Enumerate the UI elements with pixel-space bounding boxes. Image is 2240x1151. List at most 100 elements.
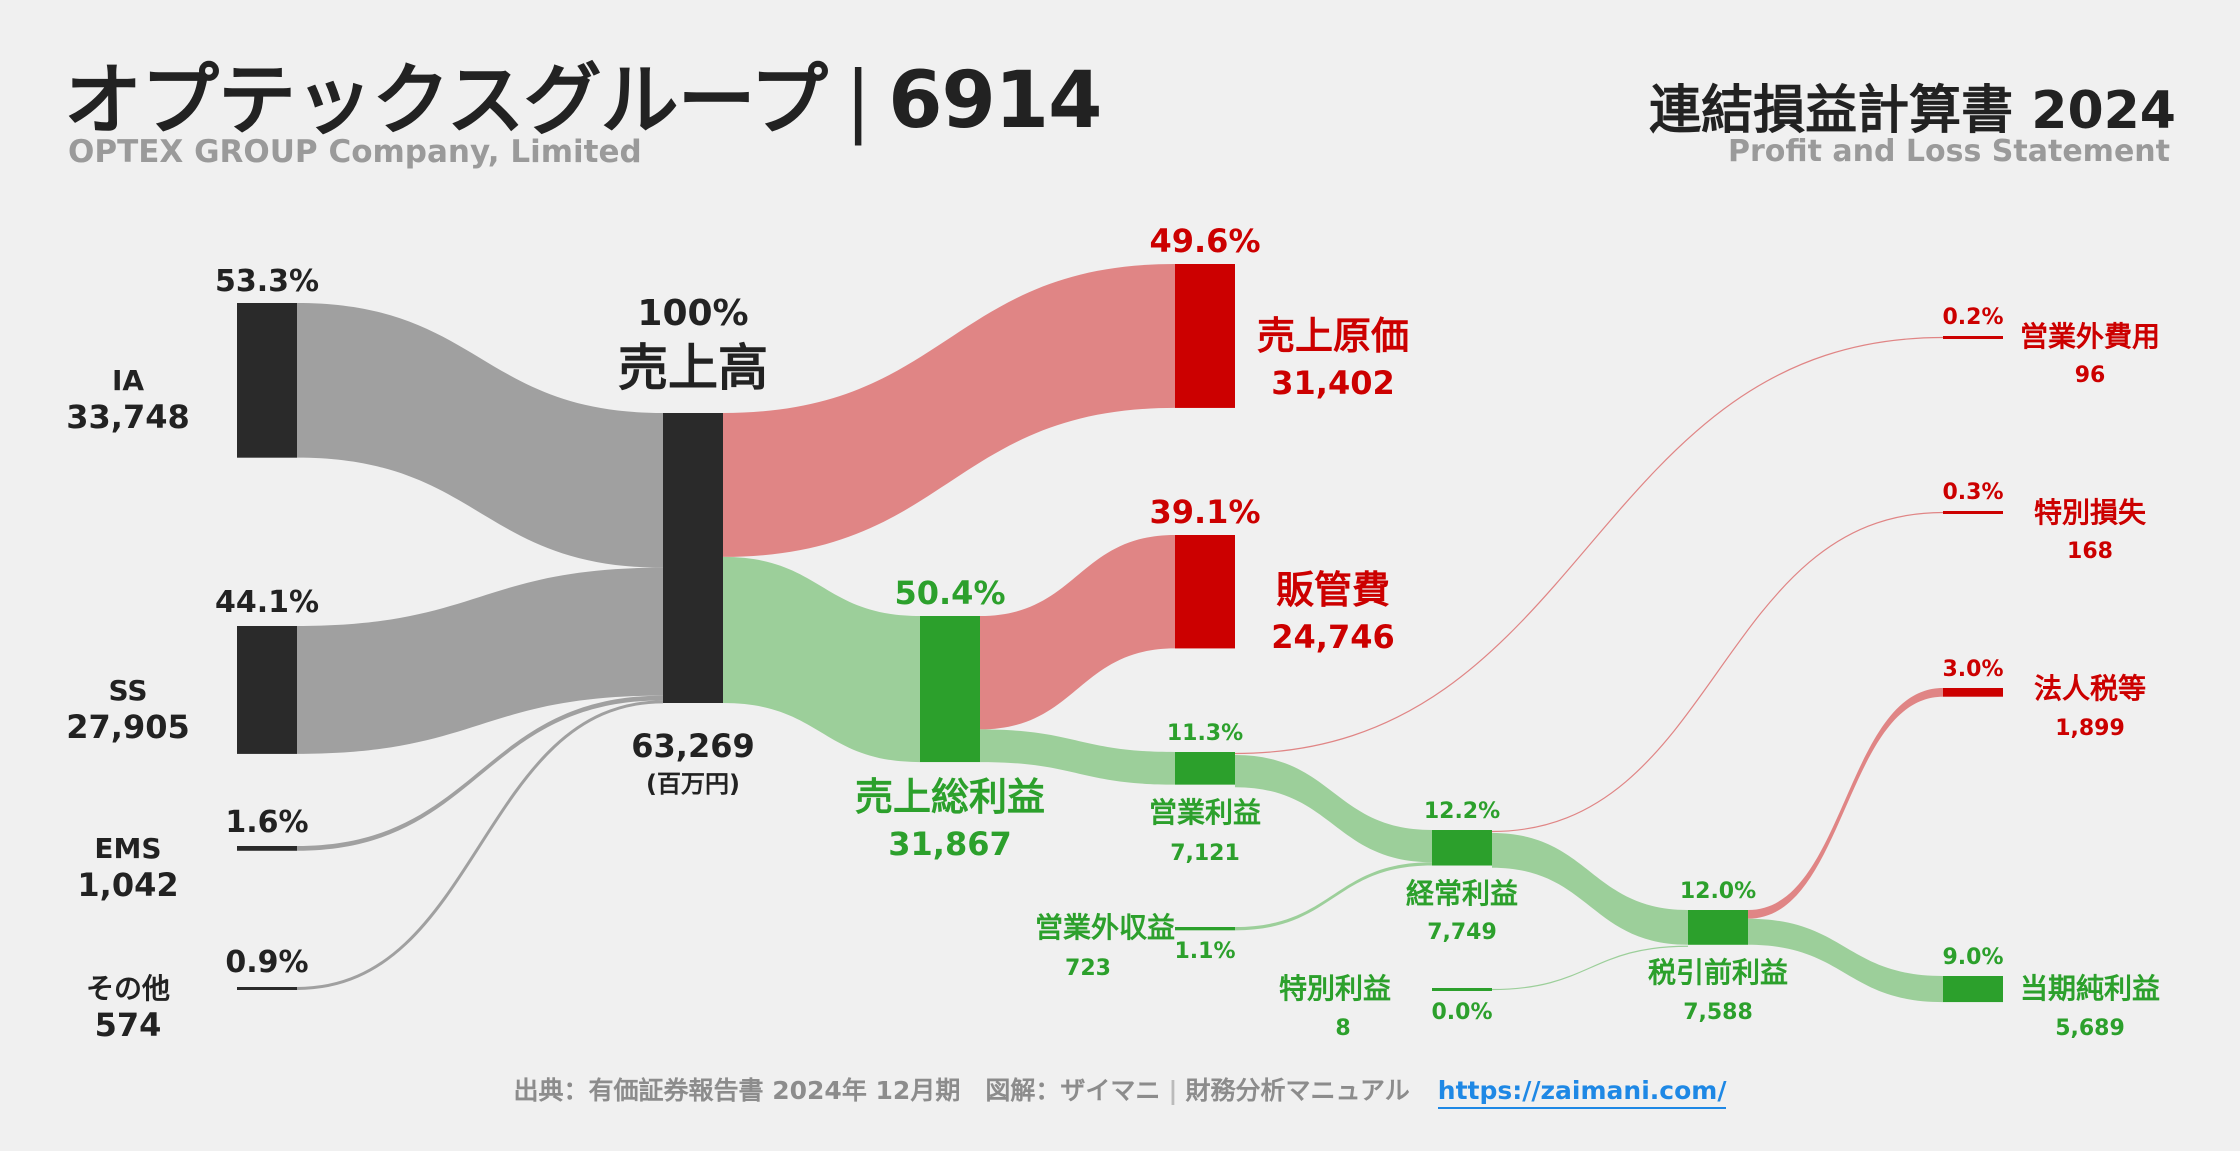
node-label-ia: IA xyxy=(112,364,144,397)
node-nonop_inc xyxy=(1175,927,1235,931)
node-label-ss: SS xyxy=(108,674,147,707)
flow-ext_gain-pretax xyxy=(1491,945,1689,991)
node-pretax xyxy=(1688,910,1748,945)
unit-label: (百万円) xyxy=(646,770,740,798)
pct-label-revenue: 100% xyxy=(637,293,748,334)
credit-separator: | xyxy=(1168,1076,1178,1105)
company-name-en: OPTEX GROUP Company, Limited xyxy=(68,134,642,170)
node-label-gross: 売上総利益 xyxy=(855,775,1045,819)
node-label-other: その他 xyxy=(86,972,170,1005)
pct-label-sga: 39.1% xyxy=(1149,493,1260,531)
flow-revenue-cogs xyxy=(723,264,1175,557)
ticker-code: 6914 xyxy=(888,56,1102,146)
pct-label-nonop_inc: 1.1% xyxy=(1174,939,1235,964)
value-label-net: 5,689 xyxy=(2055,1016,2125,1041)
pct-label-ia: 53.3% xyxy=(215,264,319,299)
value-label-op: 7,121 xyxy=(1170,841,1240,866)
page-title: オプテックスグループ | 6914 xyxy=(64,38,1102,150)
pct-label-ext_gain: 0.0% xyxy=(1431,1000,1492,1025)
site-link[interactable]: https://zaimani.com/ xyxy=(1437,1076,1727,1109)
node-label-tax: 法人税等 xyxy=(2034,672,2146,705)
node-label-ordinary: 経常利益 xyxy=(1406,877,1518,910)
node-tax xyxy=(1943,688,2003,697)
value-label-nonop_inc: 723 xyxy=(1065,956,1111,981)
node-ia xyxy=(237,303,297,458)
source-note: 出典：有価証券報告書 2024年 12月期 xyxy=(513,1076,961,1105)
value-label-gross: 31,867 xyxy=(888,825,1011,863)
flow-op-nonop_exp xyxy=(1234,336,1944,755)
node-ext_gain xyxy=(1432,988,1492,991)
node-label-cogs: 売上原価 xyxy=(1257,314,1409,358)
flow-ss-revenue xyxy=(297,567,663,754)
nodes xyxy=(237,264,2003,1003)
flow-nonop_inc-ordinary xyxy=(1235,862,1432,931)
flow-revenue-gross xyxy=(723,556,920,763)
pct-label-ext_loss: 0.3% xyxy=(1942,480,2003,505)
node-other xyxy=(237,987,297,990)
value-label-ext_loss: 168 xyxy=(2067,539,2113,564)
pct-label-op: 11.3% xyxy=(1167,721,1243,746)
flow-gross-sga xyxy=(980,535,1175,730)
pct-label-other: 0.9% xyxy=(225,945,308,980)
flow-ordinary-ext_loss xyxy=(1491,511,1944,833)
flow-gross-op xyxy=(980,729,1175,785)
node-label-revenue: 売上高 xyxy=(618,339,768,397)
value-label-cogs: 31,402 xyxy=(1271,364,1394,402)
pct-label-tax: 3.0% xyxy=(1942,657,2003,682)
pct-label-pretax: 12.0% xyxy=(1680,879,1756,904)
node-label-ext_loss: 特別損失 xyxy=(2034,496,2147,529)
flow-ordinary-pretax xyxy=(1492,833,1688,945)
node-ordinary xyxy=(1432,830,1492,866)
flow-ia-revenue xyxy=(297,303,663,568)
value-label-ss: 27,905 xyxy=(66,708,189,746)
value-label-ext_gain: 8 xyxy=(1335,1016,1350,1041)
pct-label-ordinary: 12.2% xyxy=(1424,799,1500,824)
node-label-pretax: 税引前利益 xyxy=(1648,956,1788,989)
node-label-sga: 販管費 xyxy=(1276,568,1390,612)
node-ss xyxy=(237,626,297,754)
node-op xyxy=(1175,752,1235,785)
node-label-ext_gain: 特別利益 xyxy=(1279,972,1391,1005)
flow-other-revenue xyxy=(296,700,664,990)
node-label-op: 営業利益 xyxy=(1149,796,1261,829)
pct-label-ss: 44.1% xyxy=(215,585,319,620)
value-label-revenue: 63,269 xyxy=(631,727,754,765)
pct-label-gross: 50.4% xyxy=(894,574,1005,612)
title-separator: | xyxy=(844,56,871,146)
node-label-ems: EMS xyxy=(94,832,161,865)
value-label-ordinary: 7,749 xyxy=(1427,920,1497,945)
node-nonop_exp xyxy=(1943,336,2003,339)
pct-label-net: 9.0% xyxy=(1942,945,2003,970)
flow-ems-revenue xyxy=(297,695,663,851)
node-ems xyxy=(237,846,297,851)
company-name: オプテックスグループ xyxy=(64,56,828,146)
value-label-ems: 1,042 xyxy=(77,866,178,904)
node-sga xyxy=(1175,535,1235,649)
pct-label-nonop_exp: 0.2% xyxy=(1942,305,2003,330)
node-revenue xyxy=(663,413,723,703)
pct-label-ems: 1.6% xyxy=(225,805,308,840)
node-gross xyxy=(920,616,980,763)
node-net xyxy=(1943,976,2003,1003)
footer: 出典：有価証券報告書 2024年 12月期 図解：ザイマニ | 財務分析マニュアル h… xyxy=(0,1071,2240,1109)
statement-title-en: Profit and Loss Statement xyxy=(1727,134,2170,169)
flow-op-ordinary xyxy=(1235,755,1432,863)
credit-prefix: 図解：ザイマニ xyxy=(985,1076,1161,1105)
value-label-pretax: 7,588 xyxy=(1683,1000,1753,1025)
pct-label-cogs: 49.6% xyxy=(1149,222,1260,260)
value-label-nonop_exp: 96 xyxy=(2075,363,2106,388)
credit-site: 財務分析マニュアル xyxy=(1185,1076,1410,1105)
node-label-nonop_inc: 営業外収益 xyxy=(1035,911,1175,944)
node-ext_loss xyxy=(1943,511,2003,514)
node-label-net: 当期純利益 xyxy=(2020,972,2160,1005)
value-label-sga: 24,746 xyxy=(1271,618,1394,656)
node-label-nonop_exp: 営業外費用 xyxy=(2020,320,2160,353)
statement-title: 連結損益計算書 2024 xyxy=(1649,81,2176,141)
flow-pretax-tax xyxy=(1748,688,1943,919)
value-label-other: 574 xyxy=(95,1006,162,1044)
value-label-tax: 1,899 xyxy=(2055,716,2125,741)
node-cogs xyxy=(1175,264,1235,408)
flows xyxy=(296,264,1944,1003)
